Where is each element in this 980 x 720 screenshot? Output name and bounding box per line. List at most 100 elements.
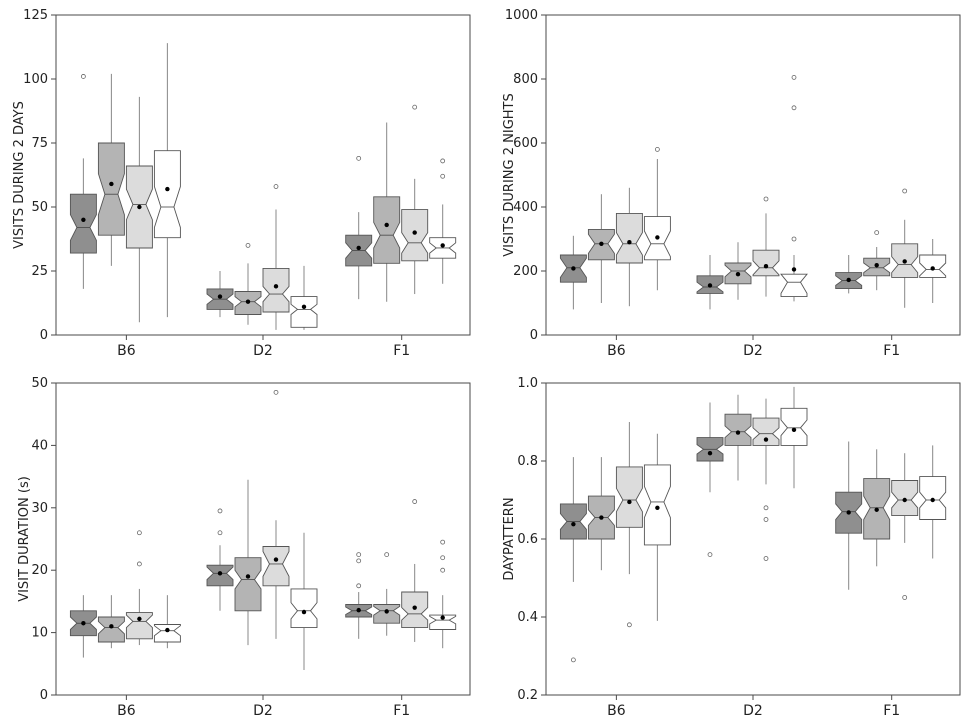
x-tick-label: B6 [117, 703, 136, 719]
outlier-point [902, 188, 908, 194]
mean-dot [81, 621, 86, 626]
outlier-point [412, 499, 418, 504]
mean-dot [217, 571, 223, 576]
outlier-point [654, 146, 660, 152]
box-b6-4 [643, 433, 671, 621]
y-tick-label: 100 [23, 72, 48, 87]
outlier-point [791, 75, 797, 80]
y-tick-label: 0.2 [517, 688, 538, 703]
outlier-point [356, 583, 362, 589]
box-d2-4 [290, 532, 318, 671]
box-body [615, 212, 643, 264]
mean-dot [301, 609, 307, 615]
box-f1-3 [891, 188, 919, 308]
y-tick-label: 600 [513, 136, 538, 151]
box-b6-2 [97, 73, 125, 266]
y-tick-label: 25 [31, 264, 48, 279]
mean-dot [356, 245, 361, 251]
plot-frame [55, 382, 471, 696]
box-body [125, 612, 153, 640]
outlier-point [440, 567, 446, 573]
mean-dot [655, 235, 660, 240]
box-f1-4 [429, 539, 457, 649]
box-body [290, 296, 318, 328]
outlier-point [217, 530, 223, 536]
y-tick-label: 125 [23, 8, 48, 23]
x-tick-label: B6 [607, 343, 626, 359]
mean-dot [707, 283, 713, 288]
y-tick-label: 75 [31, 136, 48, 151]
mean-dot [599, 515, 604, 520]
box-b6-3 [125, 96, 153, 323]
box-body [429, 614, 457, 630]
box-body [290, 588, 318, 629]
mean-dot [846, 277, 851, 283]
box-d2-3 [752, 398, 780, 561]
mean-dot [791, 427, 797, 432]
box-body [752, 417, 780, 446]
box-body [615, 466, 643, 528]
box-f1-1 [835, 441, 863, 590]
box-f1-3 [891, 453, 919, 600]
mean-dot [627, 499, 632, 505]
mean-dot [356, 607, 361, 613]
y-tick-label: 0 [40, 688, 48, 703]
x-tick-label: B6 [117, 343, 136, 359]
box-b6-2 [587, 194, 615, 303]
box-d2-2 [234, 479, 262, 646]
box-d2-2 [234, 242, 262, 325]
y-tick-label: 200 [513, 264, 538, 279]
y-tick-label: 400 [513, 200, 538, 215]
outlier-point [412, 104, 418, 110]
y-tick-label: 30 [31, 501, 48, 516]
box-d2-3 [262, 389, 290, 639]
box-body [153, 150, 181, 239]
outlier-point [356, 558, 362, 564]
box-b6-1 [559, 235, 587, 310]
box-d2-3 [262, 184, 290, 330]
mean-dot [245, 299, 251, 304]
box-body [752, 249, 780, 277]
mean-dot [791, 267, 797, 272]
box-b6-4 [153, 43, 181, 318]
mean-dot [930, 497, 935, 503]
box-body [153, 624, 181, 643]
y-tick-label: 1000 [505, 8, 538, 23]
panel-daypattern: 0.2 0.4 0.6 0.8 1.0 DAYPATTERN B6 D2 F1 [502, 376, 961, 719]
mean-dot [763, 264, 769, 269]
mean-dot [902, 497, 907, 503]
box-d2-2 [724, 394, 752, 481]
outlier-point [570, 657, 576, 663]
outlier-point [902, 595, 908, 600]
outlier-point [273, 184, 279, 189]
outlier-point [440, 173, 446, 179]
box-d2-4 [780, 75, 808, 302]
box-b6-2 [97, 595, 125, 649]
box-d2-1 [696, 402, 724, 557]
box-body [373, 604, 401, 624]
box-f1-4 [919, 445, 947, 559]
box-f1-2 [863, 230, 891, 291]
mean-dot [412, 230, 417, 235]
plot-frame [545, 14, 961, 336]
mean-dot [874, 263, 879, 268]
box-body [724, 413, 752, 446]
x-tick-label: D2 [253, 343, 273, 359]
panel-visits-days: 0 25 50 75 100 125 VISITS DURING 2 DAYS B6 D2 F1 [12, 8, 471, 359]
y-axis-label: VISITS DURING 2 DAYS [12, 101, 27, 249]
mean-dot [735, 430, 741, 435]
outlier-point [440, 158, 446, 164]
x-tick-label: B6 [607, 703, 626, 719]
mean-dot [81, 217, 86, 222]
outlier-point [217, 508, 223, 514]
mean-dot [627, 240, 632, 245]
outlier-point [763, 196, 769, 202]
outlier-point [245, 242, 251, 248]
mean-dot [301, 304, 307, 310]
box-f1-1 [345, 552, 373, 639]
mean-dot [571, 521, 576, 527]
mean-dot [930, 266, 935, 271]
box-body [643, 464, 671, 546]
box-f1-1 [345, 155, 373, 300]
